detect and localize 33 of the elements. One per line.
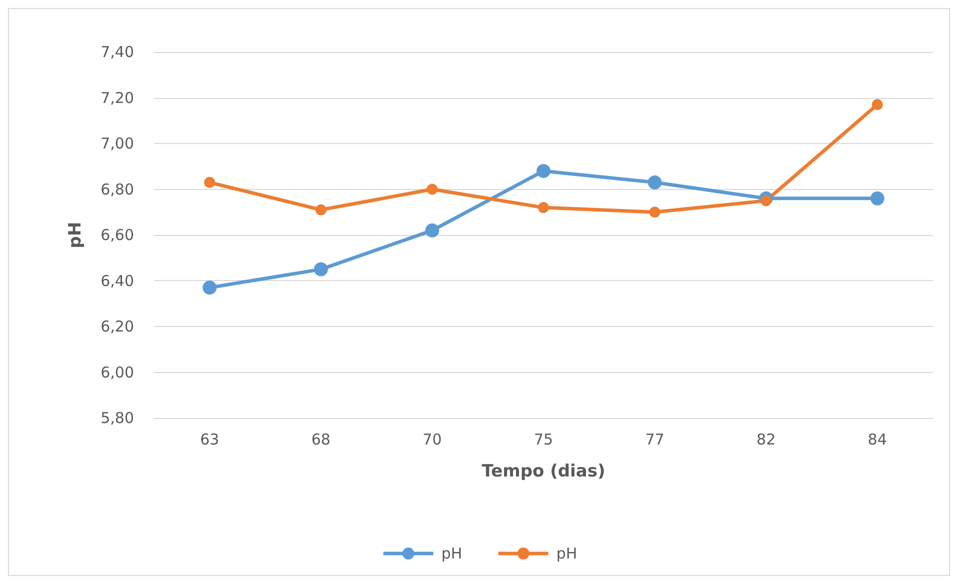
x-tick-label: 84 [868, 430, 887, 448]
y-tick-label: 6,40 [100, 272, 134, 290]
y-axis-title: pH [66, 222, 86, 248]
point [425, 223, 440, 238]
y-tick-label: 6,00 [100, 363, 134, 382]
point [202, 280, 217, 295]
point [870, 191, 884, 206]
y-tick-label: 6,80 [100, 180, 134, 198]
point [315, 204, 326, 216]
x-tick-label: 63 [200, 430, 220, 448]
x-tick-label: 68 [311, 430, 330, 448]
x-tick-label: 70 [422, 430, 442, 448]
point [538, 202, 549, 214]
point [649, 206, 660, 218]
point [760, 195, 772, 206]
x-tick-label: 77 [645, 430, 664, 448]
point [648, 175, 662, 190]
y-tick-label: 5,80 [100, 409, 134, 427]
point [204, 176, 216, 188]
y-tick-label: 6,20 [100, 318, 134, 336]
point [314, 262, 328, 276]
x-axis-title: Tempo (dias) [482, 462, 606, 482]
y-tick-label: 6,60 [100, 226, 134, 244]
point [426, 184, 438, 195]
y-tick-label: 7,00 [100, 134, 134, 152]
y-tick-label: 7,40 [100, 43, 134, 61]
point [872, 99, 883, 110]
legend-label: pH [556, 544, 578, 562]
y-tick-label: 7,20 [100, 88, 134, 107]
legend-label: pH [441, 544, 462, 562]
point [536, 164, 550, 178]
x-tick-label: 75 [534, 430, 554, 448]
x-tick-label: 82 [756, 430, 776, 448]
